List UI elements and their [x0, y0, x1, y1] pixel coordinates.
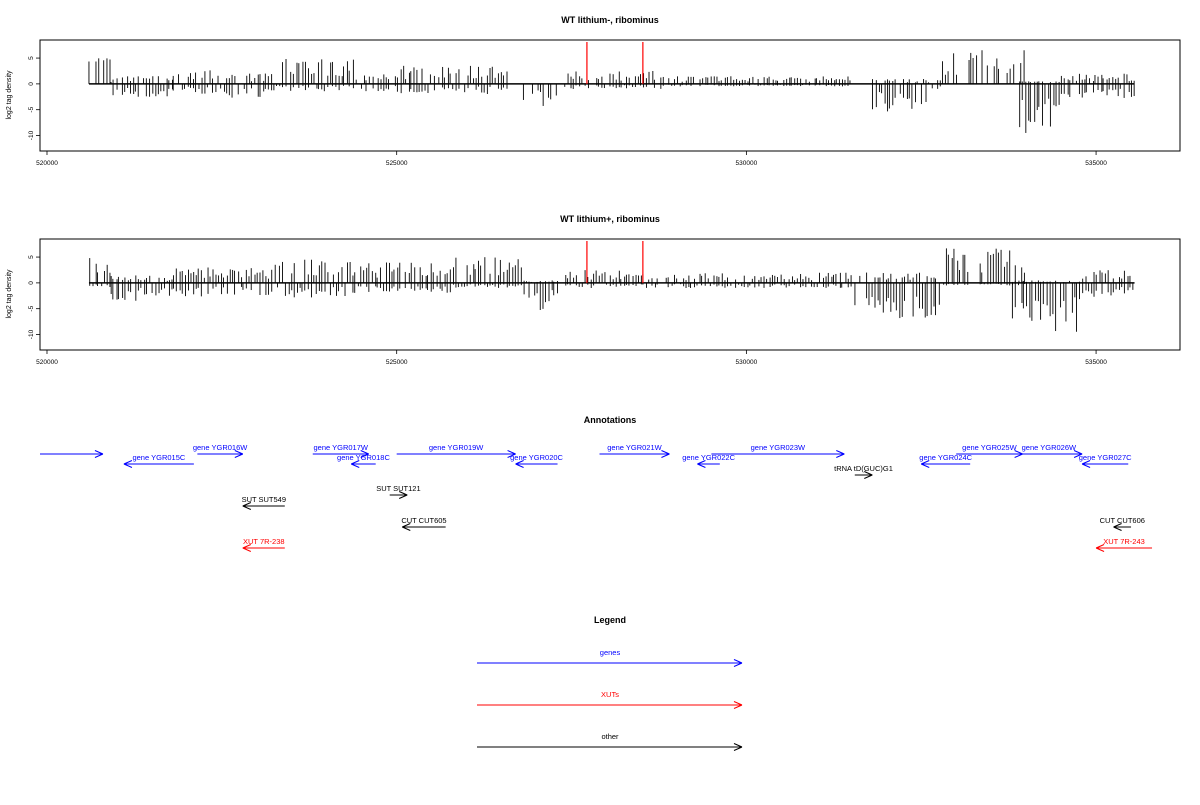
- feature-label: gene YGR015C: [132, 453, 185, 462]
- feature-label: gene YGR019W: [429, 443, 484, 452]
- x-tick-label: 525000: [386, 359, 408, 366]
- y-axis-label: log2 tag density: [6, 70, 13, 120]
- other-feature-arrow: [402, 523, 446, 531]
- annotations-panel: Annotations gene YGR015C gene YGR016W gene…: [40, 415, 1153, 552]
- gene-feature-arrow: [697, 460, 720, 468]
- feature-label: gene YGR023W: [751, 443, 806, 452]
- plot-frame: [39, 238, 1181, 351]
- gene-feature-arrow: [515, 460, 558, 468]
- feature-label: gene YGR018C: [337, 453, 390, 462]
- feature-label: gene YGR025W: [962, 443, 1017, 452]
- x-tick-label: 530000: [736, 359, 758, 366]
- feature-label: XUT 7R-238: [243, 537, 285, 546]
- xut-feature-arrow: [242, 544, 285, 552]
- x-tick-label: 535000: [1085, 160, 1107, 167]
- x-tick-label: 520000: [36, 359, 58, 366]
- gene-feature-arrow: [921, 460, 971, 468]
- legend-label: other: [601, 732, 619, 741]
- feature-label: gene YGR017W: [313, 443, 368, 452]
- x-tick-label: 530000: [736, 160, 758, 167]
- y-tick-label: -10: [28, 130, 35, 140]
- legend-xut-arrow: [477, 701, 743, 709]
- plot-area: 520000 525000 530000 535000 -10 -5 0 5: [28, 238, 1181, 366]
- feature-label: gene YGR026W: [1022, 443, 1077, 452]
- track-panel-lithium-minus: WT lithium-, ribominus log2 tag density …: [6, 15, 1181, 167]
- panel-title: WT lithium-, ribominus: [561, 15, 659, 25]
- other-feature-arrow: [1113, 523, 1132, 531]
- x-tick-label: 525000: [386, 160, 408, 167]
- y-tick-label: -10: [28, 329, 35, 339]
- y-axis-label: log2 tag density: [6, 269, 13, 319]
- plot-area: 520000 525000 530000 535000 -10 -5 0 5: [28, 39, 1181, 167]
- other-feature-arrow: [854, 471, 873, 479]
- feature-label: CUT CUT606: [1100, 516, 1145, 525]
- track-panel-lithium-plus: WT lithium+, ribominus log2 tag density …: [6, 214, 1181, 366]
- xut-feature-arrow: [1095, 544, 1153, 552]
- legend-label: genes: [600, 648, 621, 657]
- feature-label: gene YGR027C: [1079, 453, 1132, 462]
- legend-panel: Legend genes XUTs other: [477, 615, 743, 751]
- gene-feature-arrow: [351, 460, 376, 468]
- feature-label: gene YGR024C: [919, 453, 972, 462]
- legend-other-arrow: [477, 743, 743, 751]
- gene-feature-arrow: [956, 450, 1023, 458]
- feature-label: CUT CUT605: [401, 516, 446, 525]
- legend-label: XUTs: [601, 690, 619, 699]
- feature-label: SUT SUT121: [376, 484, 420, 493]
- plot-frame: [39, 39, 1181, 152]
- feature-label: gene YGR016W: [193, 443, 248, 452]
- y-tick-label: 5: [28, 56, 35, 60]
- annotations-title: Annotations: [584, 415, 637, 425]
- gene-feature-arrow: [312, 450, 369, 458]
- feature-label: gene YGR021W: [607, 443, 662, 452]
- y-tick-label: -5: [28, 106, 35, 112]
- x-tick-label: 535000: [1085, 359, 1107, 366]
- other-feature-arrow: [389, 491, 408, 499]
- y-tick-label: 0: [28, 281, 35, 285]
- feature-label: XUT 7R-243: [1103, 537, 1145, 546]
- legend-gene-arrow: [477, 659, 743, 667]
- y-tick-label: 5: [28, 255, 35, 259]
- other-feature-arrow: [242, 502, 285, 510]
- feature-label: gene YGR020C: [510, 453, 563, 462]
- feature-label: gene YGR022C: [682, 453, 735, 462]
- x-tick-label: 520000: [36, 160, 58, 167]
- feature-label: SUT SUT549: [242, 495, 286, 504]
- gene-feature-arrow: [1015, 450, 1083, 458]
- gene-feature-arrow: [197, 450, 244, 458]
- y-tick-label: 0: [28, 82, 35, 86]
- gene-feature-arrow: [40, 450, 104, 458]
- gene-feature-arrow: [123, 460, 194, 468]
- y-tick-label: -5: [28, 305, 35, 311]
- legend-title: Legend: [594, 615, 626, 625]
- gene-feature-arrow: [396, 450, 516, 458]
- gene-feature-arrow: [711, 450, 845, 458]
- feature-label: tRNA tD(GUC)G1: [834, 464, 893, 473]
- panel-title: WT lithium+, ribominus: [560, 214, 660, 224]
- gene-feature-arrow: [1081, 460, 1129, 468]
- legend-items: genes XUTs other: [477, 648, 743, 751]
- gene-feature-arrow: [599, 450, 670, 458]
